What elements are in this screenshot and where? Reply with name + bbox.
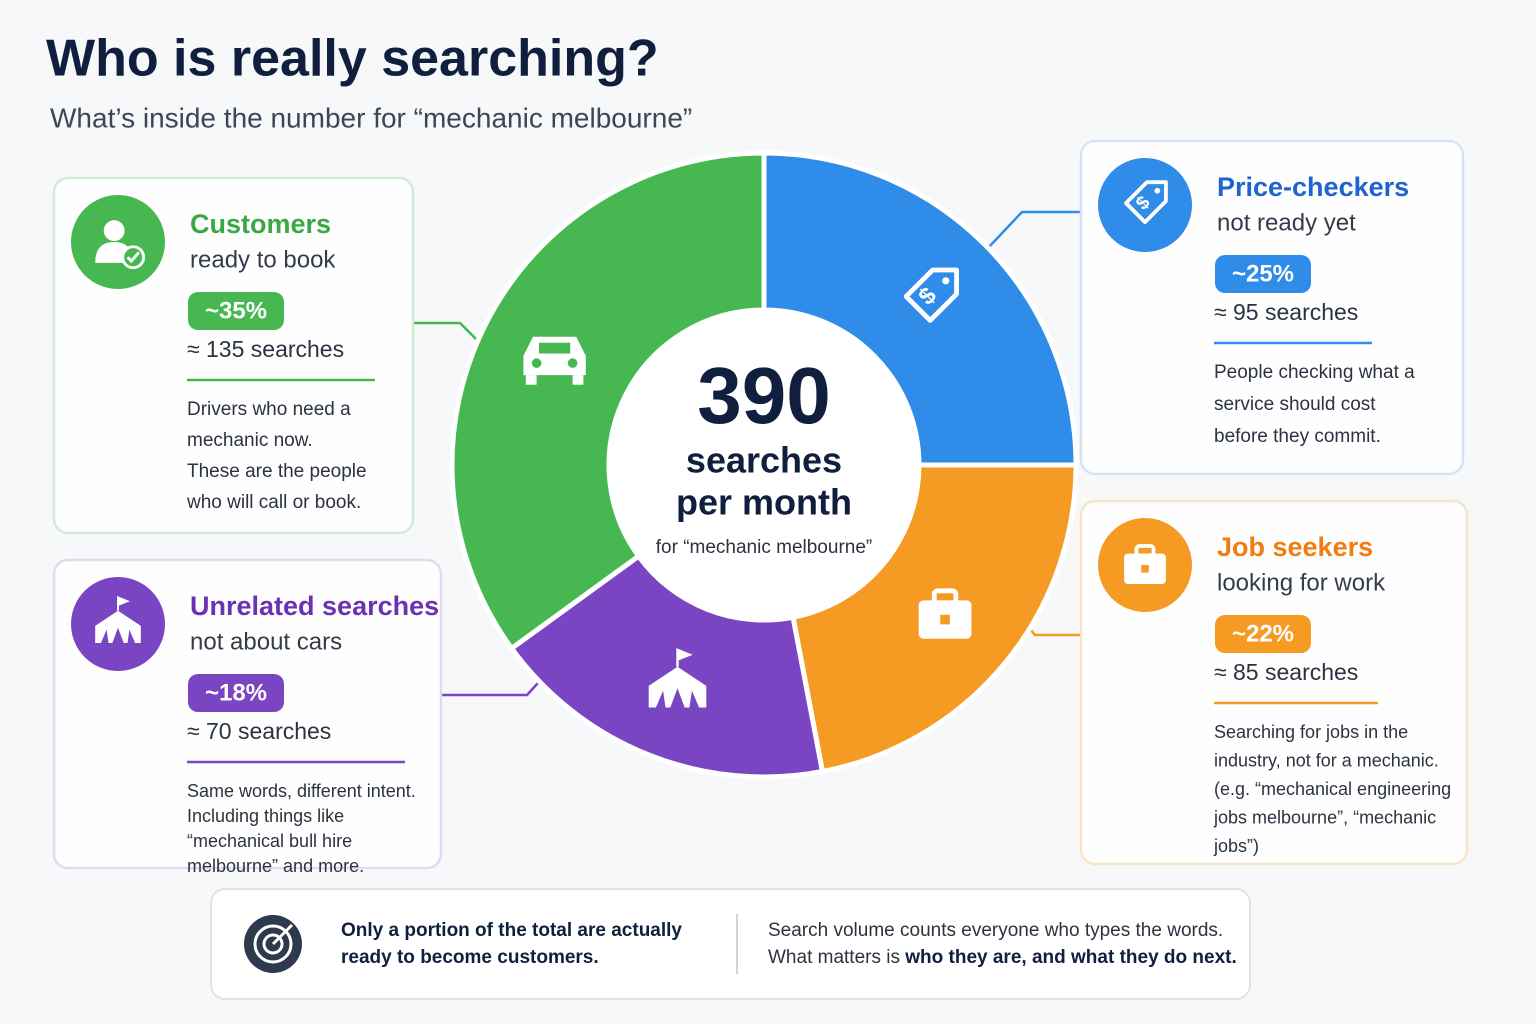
- card-description: Including things like: [187, 806, 344, 826]
- card-searches: ≈ 85 searches: [1214, 659, 1358, 685]
- icon-shape: [903, 267, 959, 323]
- card-description: Searching for jobs in the: [1214, 722, 1408, 742]
- title: Who is really searching?: [46, 30, 659, 88]
- card-description: “mechanical bull hire: [187, 831, 352, 851]
- icon-shape: [539, 342, 571, 354]
- card-subtitle: not about cars: [190, 628, 342, 655]
- target-ring: [253, 924, 293, 964]
- card-description: People checking what a: [1214, 362, 1415, 383]
- icon-shape: [100, 627, 136, 643]
- icon-shape: [940, 614, 950, 625]
- card-searches: ≈ 95 searches: [1214, 299, 1358, 325]
- card-description: who will call or book.: [186, 492, 361, 513]
- card-description: Same words, different intent.: [187, 781, 416, 801]
- badge-label: ~35%: [205, 297, 267, 324]
- icon-shape: [1141, 565, 1149, 573]
- card-description: (e.g. “mechanical engineering: [1214, 779, 1451, 799]
- footer-right: Search volume counts everyone who types …: [768, 920, 1223, 941]
- donut-hole: [611, 312, 917, 618]
- footer-right: What matters is who they are, and what t…: [768, 947, 1237, 968]
- card-subtitle: not ready yet: [1217, 209, 1356, 236]
- connector: [987, 210, 1081, 249]
- subtitle: What’s inside the number for “mechanic m…: [50, 102, 692, 133]
- target-ring: [262, 933, 284, 955]
- center-line: searches: [686, 440, 842, 481]
- card-description: These are the people: [187, 461, 367, 482]
- card-description: before they commit.: [1214, 426, 1381, 447]
- icon-shape: [1154, 187, 1161, 194]
- icon-shape: [531, 358, 542, 368]
- icon-shape: [126, 251, 140, 264]
- badge: [1215, 255, 1311, 293]
- center-number: 390: [697, 351, 830, 440]
- center-note: for “mechanic melbourne”: [656, 537, 872, 558]
- card-description: jobs melbourne”, “mechanic: [1213, 807, 1436, 827]
- icon: [523, 336, 586, 385]
- target-arrow: [271, 923, 294, 946]
- icon-shape: [567, 358, 578, 368]
- icon-shape: [655, 688, 700, 708]
- card-description: melbourne” and more.: [187, 856, 364, 876]
- card-description: mechanic now.: [187, 430, 313, 451]
- icon-shape: [572, 375, 584, 385]
- badge: [188, 674, 284, 712]
- icon-shape: [676, 648, 693, 667]
- card-title: Job seekers: [1217, 532, 1373, 562]
- icon-shape: [931, 588, 959, 606]
- card-title: Unrelated searches: [190, 591, 439, 621]
- icon-shape: [117, 595, 131, 611]
- card-subtitle: ready to book: [190, 246, 336, 273]
- card-title: Price-checkers: [1217, 172, 1409, 202]
- card-description: service should cost: [1214, 394, 1376, 415]
- badge-label: ~22%: [1232, 620, 1294, 647]
- card-description: jobs”): [1213, 836, 1259, 856]
- icon: [95, 595, 141, 643]
- center-line: per month: [676, 482, 852, 523]
- card-title: Customers: [190, 209, 331, 239]
- icon-shape: [1134, 544, 1156, 558]
- footer-right-plain: What matters is: [768, 947, 905, 968]
- icon-shape: [525, 375, 537, 385]
- icon-shape: [523, 336, 586, 376]
- footer-box: [210, 888, 1251, 1000]
- card-subtitle: looking for work: [1217, 569, 1386, 596]
- card-searches: ≈ 135 searches: [187, 336, 344, 362]
- icon-shape: [942, 277, 950, 285]
- icon: [1124, 544, 1166, 584]
- footer-left: ready to become customers.: [341, 947, 599, 968]
- card-searches: ≈ 70 searches: [187, 718, 331, 744]
- icon: [918, 588, 972, 639]
- card-description: Drivers who need a: [187, 399, 351, 420]
- icon: [648, 648, 707, 708]
- donut-segment: [508, 552, 826, 780]
- icon-shape: [103, 220, 125, 242]
- donut-segment: [449, 150, 767, 652]
- badge-label: ~25%: [1232, 260, 1294, 287]
- footer-right-bold: who they are, and what they do next.: [904, 947, 1237, 968]
- badge-label: ~18%: [205, 679, 267, 706]
- badge: [188, 292, 284, 330]
- icon: [95, 220, 146, 270]
- icon-shape: [1124, 180, 1168, 225]
- footer-left: Only a portion of the total are actually: [341, 920, 682, 941]
- card-icon-bg: [71, 195, 165, 289]
- card-icon-bg: [1098, 158, 1192, 252]
- card-description: industry, not for a mechanic.: [1214, 750, 1439, 770]
- badge: [1215, 615, 1311, 653]
